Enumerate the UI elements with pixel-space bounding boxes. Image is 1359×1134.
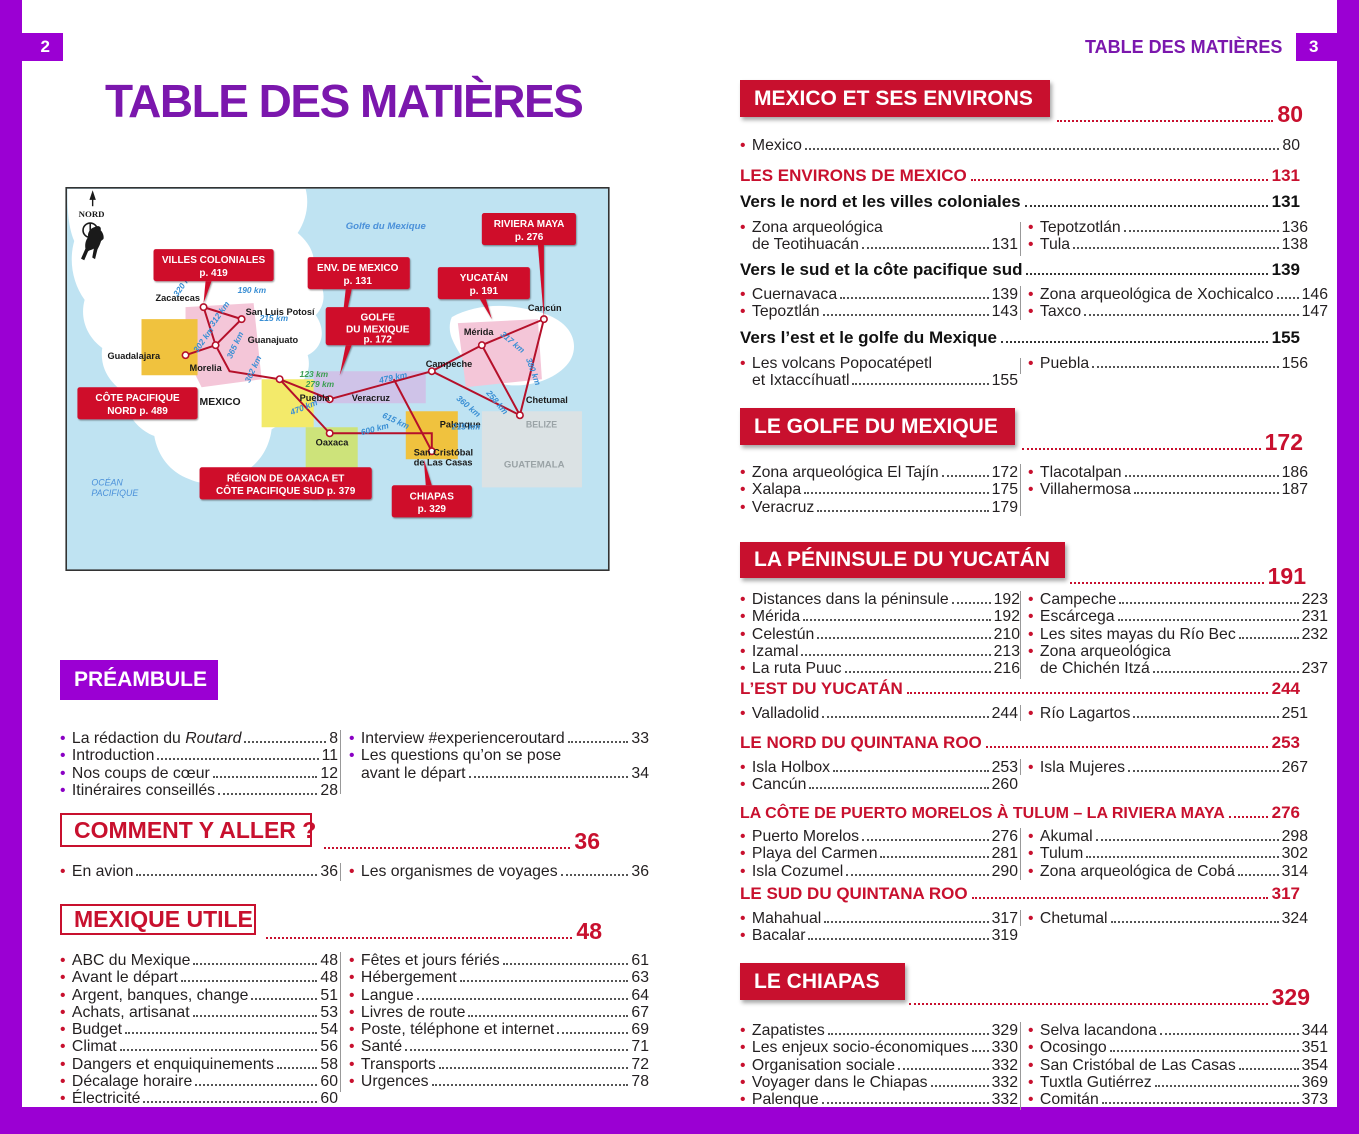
- svg-text:Chetumal: Chetumal: [526, 395, 568, 405]
- svg-text:p. 172: p. 172: [364, 334, 393, 345]
- svg-text:GUATEMALA: GUATEMALA: [504, 459, 565, 470]
- svg-text:CÔTE PACIFIQUE: CÔTE PACIFIQUE: [95, 391, 180, 404]
- svg-text:279 km: 279 km: [305, 379, 335, 389]
- svg-text:MEXICO: MEXICO: [200, 397, 241, 408]
- svg-text:DU MEXIQUE: DU MEXIQUE: [346, 324, 410, 335]
- svg-text:215 km: 215 km: [259, 313, 289, 323]
- svg-text:p. 131: p. 131: [344, 276, 373, 287]
- svg-text:BELIZE: BELIZE: [526, 419, 557, 429]
- svg-text:YUCATÁN: YUCATÁN: [460, 271, 508, 284]
- svg-text:p. 191: p. 191: [470, 286, 499, 297]
- svg-text:Guadalajara: Guadalajara: [107, 351, 160, 361]
- svg-text:ENV. DE MEXICO: ENV. DE MEXICO: [317, 263, 399, 274]
- svg-text:Morelia: Morelia: [190, 363, 223, 373]
- svg-text:NORD: NORD: [79, 209, 105, 219]
- svg-text:Veracruz: Veracruz: [352, 393, 391, 403]
- svg-text:de Las Casas: de Las Casas: [414, 457, 473, 467]
- svg-text:Mérida: Mérida: [464, 327, 495, 337]
- svg-text:Campeche: Campeche: [426, 359, 472, 369]
- svg-text:RÉGION DE OAXACA ET: RÉGION DE OAXACA ET: [227, 471, 344, 484]
- svg-text:OCÉAN: OCÉAN: [91, 477, 123, 487]
- svg-text:CHIAPAS: CHIAPAS: [410, 491, 455, 502]
- svg-text:123 km: 123 km: [300, 369, 329, 379]
- svg-text:p. 276: p. 276: [515, 232, 544, 243]
- svg-text:p. 329: p. 329: [418, 504, 447, 515]
- svg-text:NORD p. 489: NORD p. 489: [107, 406, 168, 417]
- svg-text:215 km: 215 km: [451, 421, 481, 431]
- svg-text:RIVIERA MAYA: RIVIERA MAYA: [494, 219, 565, 230]
- svg-text:190 km: 190 km: [238, 285, 267, 295]
- svg-text:Golfe du Mexique: Golfe du Mexique: [346, 221, 427, 232]
- svg-text:Cancún: Cancún: [528, 303, 562, 313]
- svg-text:p. 419: p. 419: [199, 268, 228, 279]
- svg-text:PACIFIQUE: PACIFIQUE: [91, 488, 138, 498]
- svg-text:VILLES COLONIALES: VILLES COLONIALES: [162, 255, 266, 266]
- svg-text:GOLFE: GOLFE: [361, 312, 396, 323]
- svg-text:CÔTE PACIFIQUE SUD p. 379: CÔTE PACIFIQUE SUD p. 379: [216, 484, 356, 497]
- svg-text:Guanajuato: Guanajuato: [248, 335, 299, 345]
- svg-text:Oaxaca: Oaxaca: [316, 437, 350, 447]
- svg-text:San Cristóbal: San Cristóbal: [414, 447, 473, 457]
